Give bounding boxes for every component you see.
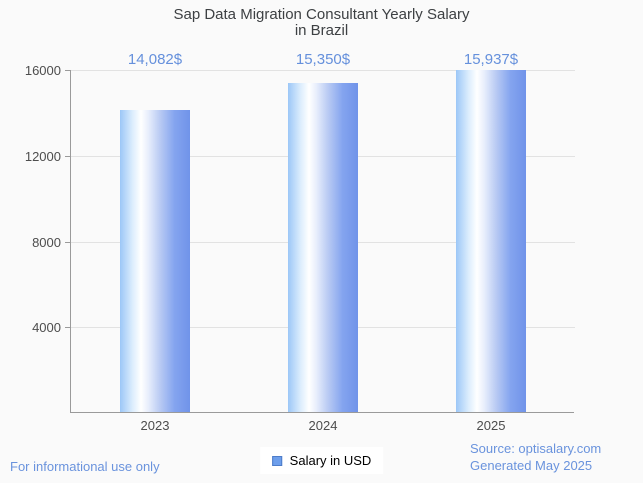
- x-axis-label-2025: 2025: [476, 418, 506, 433]
- chart-title: Sap Data Migration Consultant Yearly Sal…: [0, 7, 643, 39]
- y-tick-4000: [65, 327, 71, 329]
- chart-title-line1: Sap Data Migration Consultant Yearly Sal…: [173, 6, 470, 23]
- generated-text: Generated May 2025: [470, 458, 593, 473]
- bar-value-label-2025: 15,937$: [463, 51, 519, 68]
- y-axis-label-16000: 16000: [24, 63, 61, 78]
- bar-2023: [120, 110, 190, 412]
- y-tick-12000: [65, 155, 71, 157]
- legend-swatch-icon: [271, 455, 282, 466]
- x-axis-label-2023: 2023: [140, 418, 170, 433]
- y-tick-8000: [65, 241, 71, 243]
- bar-2024: [288, 82, 358, 412]
- source-text: Source: optisalary.com: [470, 441, 602, 456]
- source-block: Source: optisalary.com Generated May 202…: [470, 440, 601, 474]
- gridline-16000: [71, 70, 575, 71]
- disclaimer-text: For informational use only: [10, 459, 160, 474]
- plot-area: 4000 8000 12000 16000 14,082$ 2023 15,350$ 2024…: [25, 51, 575, 433]
- chart-title-line2: in Brazil: [294, 22, 349, 39]
- bar-value-label-2024: 15,350$: [295, 51, 351, 68]
- y-axis-label-8000: 8000: [32, 234, 61, 250]
- bar-2025: [456, 70, 526, 412]
- bar-value-label-2023: 14,082$: [127, 51, 183, 68]
- y-axis-label-12000: 12000: [24, 148, 61, 164]
- legend-label: Salary in USD: [289, 453, 372, 468]
- y-tick-16000: [65, 70, 71, 71]
- legend: Salary in USD: [259, 447, 384, 474]
- y-axis-label-4000: 4000: [32, 320, 61, 336]
- x-axis-label-2024: 2024: [308, 418, 338, 433]
